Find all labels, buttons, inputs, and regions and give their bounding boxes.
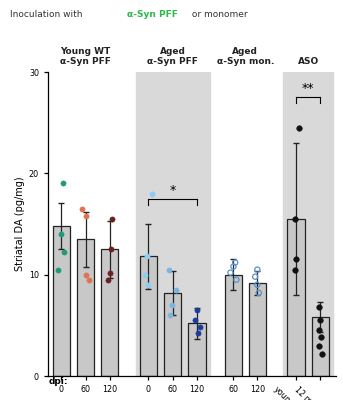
Text: *: *: [169, 184, 176, 197]
Text: Young WT
α-Syn PFF: Young WT α-Syn PFF: [60, 46, 111, 66]
Point: [293, 266, 298, 273]
Point: [317, 317, 323, 324]
Point: [142, 272, 148, 278]
Bar: [140, 256, 157, 376]
Bar: [249, 283, 266, 376]
Y-axis label: Striatal DA (pg/mg): Striatal DA (pg/mg): [15, 177, 25, 271]
Bar: [101, 249, 118, 376]
Bar: [136, 72, 210, 376]
Point: [173, 287, 179, 293]
Point: [144, 253, 150, 260]
Bar: [312, 317, 329, 376]
Point: [108, 246, 114, 252]
Point: [105, 276, 111, 283]
Point: [316, 327, 321, 334]
Point: [293, 256, 299, 263]
Bar: [283, 72, 333, 376]
Bar: [188, 323, 206, 376]
Point: [61, 249, 66, 256]
Point: [228, 270, 233, 276]
Text: ASO: ASO: [298, 57, 319, 66]
Text: or monomer: or monomer: [189, 10, 247, 19]
Bar: [52, 226, 70, 376]
Point: [252, 274, 258, 280]
Point: [318, 334, 324, 341]
Point: [198, 324, 203, 330]
Text: **: **: [302, 82, 315, 95]
Point: [192, 317, 198, 324]
Point: [109, 216, 115, 222]
Point: [194, 307, 200, 313]
Text: α-Syn PFF: α-Syn PFF: [127, 10, 178, 19]
Point: [86, 276, 92, 283]
Text: Aged
α-Syn PFF: Aged α-Syn PFF: [147, 46, 198, 66]
Point: [60, 180, 66, 187]
Point: [296, 124, 301, 131]
Point: [234, 276, 239, 283]
Point: [83, 213, 88, 219]
Point: [166, 266, 172, 273]
Point: [55, 266, 61, 273]
Point: [233, 259, 238, 266]
Point: [107, 270, 113, 276]
Point: [58, 231, 63, 237]
Point: [293, 216, 298, 222]
Point: [149, 190, 154, 197]
Point: [169, 302, 175, 308]
Bar: [225, 275, 242, 376]
Point: [231, 263, 236, 270]
Point: [255, 282, 260, 288]
Text: Aged
α-Syn mon.: Aged α-Syn mon.: [217, 46, 274, 66]
Point: [316, 342, 322, 349]
Point: [320, 350, 325, 357]
Text: Inoculation with: Inoculation with: [10, 10, 86, 19]
Point: [168, 312, 173, 318]
Text: dpi:: dpi:: [49, 377, 68, 386]
Point: [317, 304, 322, 310]
Point: [145, 282, 150, 288]
Bar: [287, 219, 305, 376]
Point: [255, 266, 260, 273]
Point: [256, 290, 261, 296]
Point: [80, 206, 85, 212]
Point: [83, 272, 88, 278]
Bar: [77, 239, 94, 376]
Bar: [164, 293, 181, 376]
Point: [195, 330, 200, 337]
